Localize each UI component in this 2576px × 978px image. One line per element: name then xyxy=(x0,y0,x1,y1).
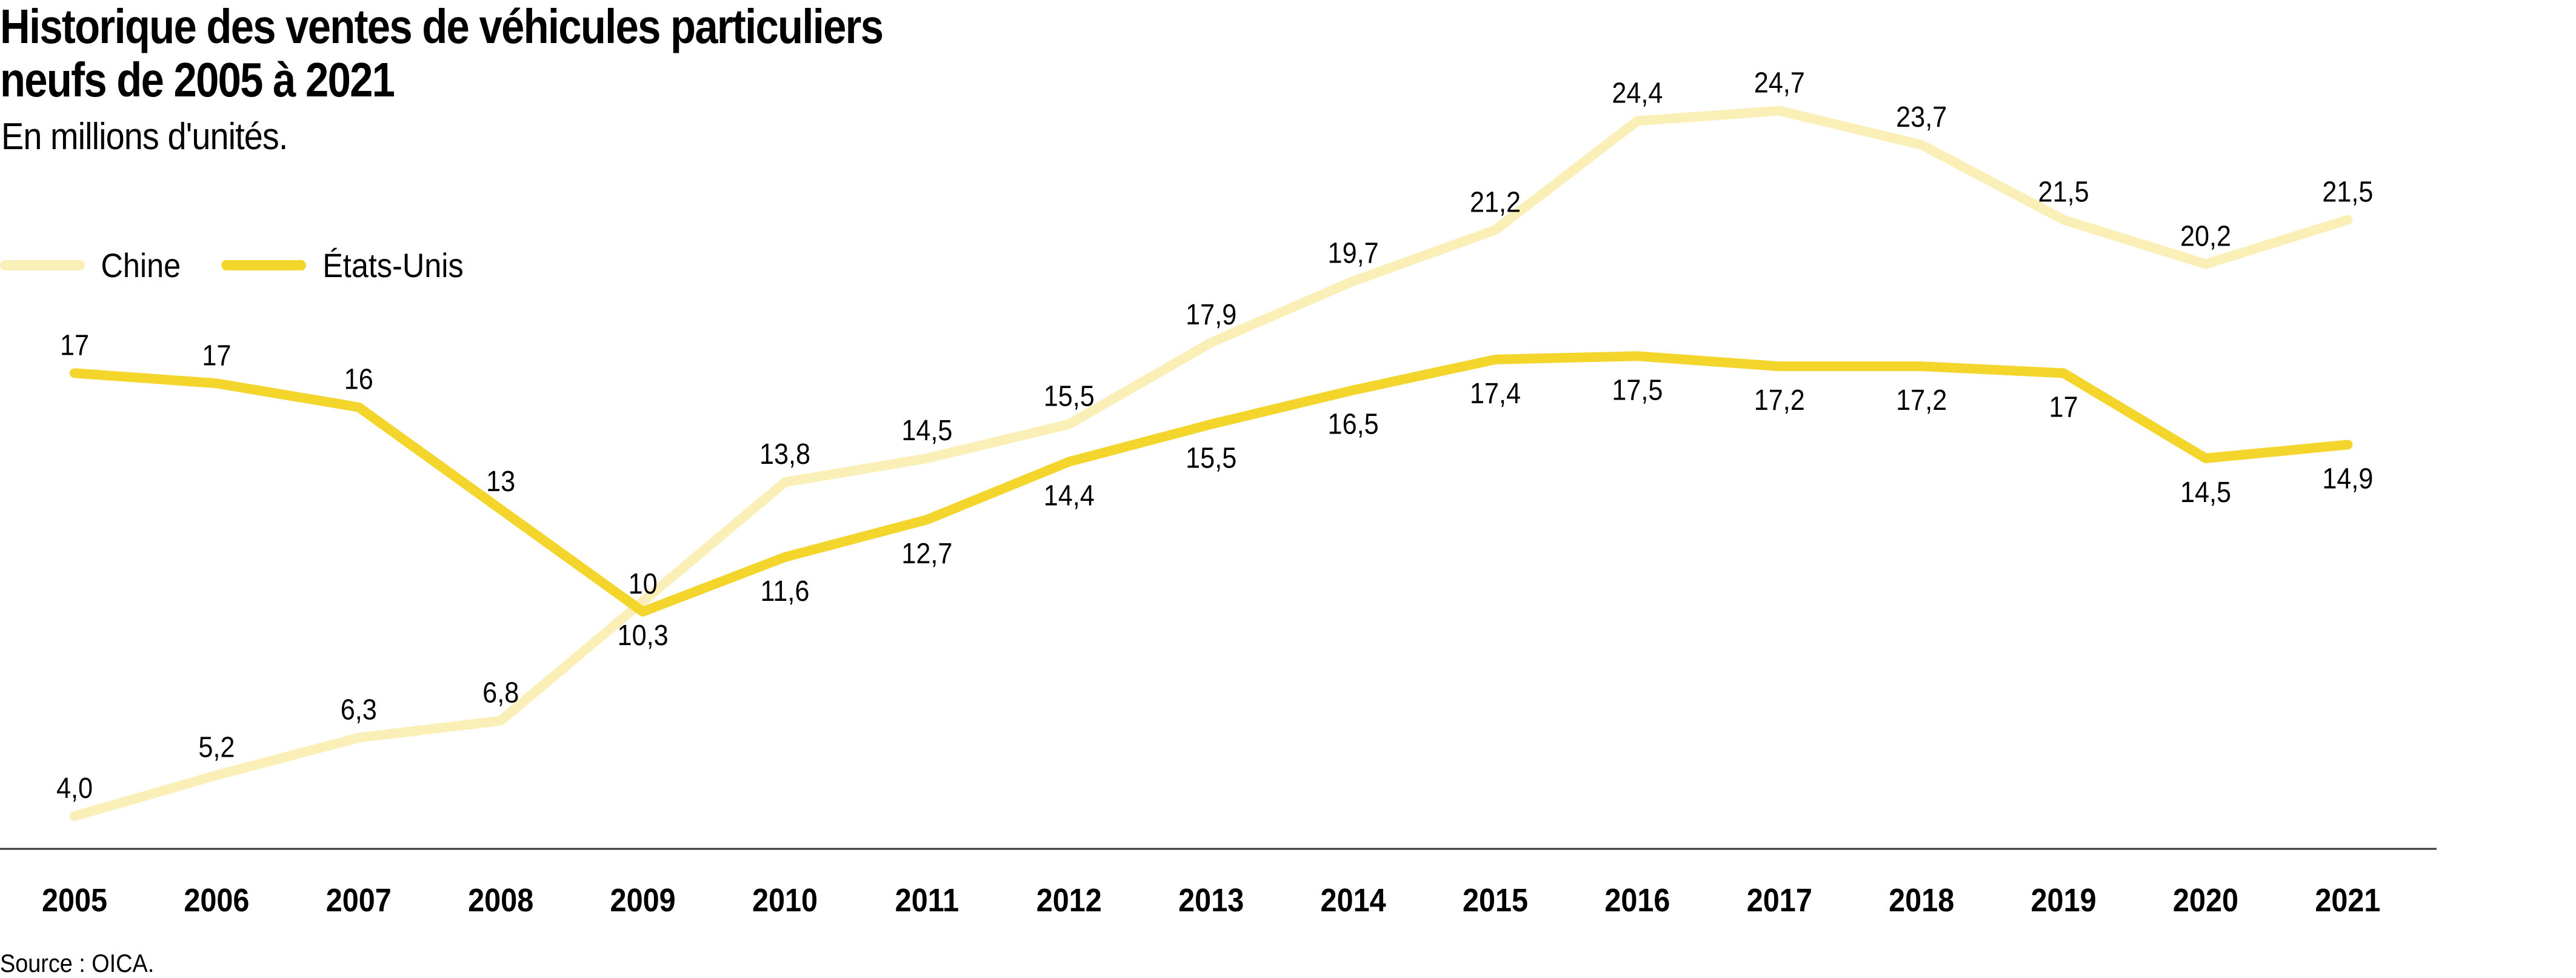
chart-title-line-1: Historique des ventes de véhicules parti… xyxy=(0,0,884,53)
data-label: 21,5 xyxy=(2038,175,2089,208)
x-tick-label: 2016 xyxy=(1604,882,1670,919)
legend-swatch-etats-unis xyxy=(221,260,307,270)
data-label: 6,3 xyxy=(341,694,377,726)
data-label: 17,9 xyxy=(1186,298,1236,331)
x-tick-label: 2018 xyxy=(1889,882,1954,919)
x-tick-label: 2008 xyxy=(468,882,533,919)
data-label: 14,5 xyxy=(901,414,952,447)
data-label: 13 xyxy=(486,465,515,498)
data-label: 19,7 xyxy=(1328,237,1379,270)
data-label: 16,5 xyxy=(1328,407,1379,440)
data-label: 23,7 xyxy=(1896,101,1947,133)
data-label: 20,2 xyxy=(2180,219,2231,252)
source-note: Source : OICA. xyxy=(0,949,155,977)
data-label: 14,9 xyxy=(2322,462,2373,495)
data-label: 12,7 xyxy=(901,537,952,570)
legend-item-etats-unis: États-Unis xyxy=(221,246,464,285)
data-label: 13,8 xyxy=(759,438,810,471)
data-label: 21,2 xyxy=(1470,186,1521,218)
data-label: 14,5 xyxy=(2180,476,2231,509)
data-label: 24,7 xyxy=(1754,67,1805,99)
series-line-etats-unis xyxy=(70,351,2353,617)
data-label: 10 xyxy=(629,568,658,600)
x-tick-label: 2007 xyxy=(326,882,392,919)
x-tick-label: 2019 xyxy=(2031,882,2097,919)
data-label: 15,5 xyxy=(1044,380,1095,413)
series-line-chine xyxy=(70,106,2353,821)
legend: Chine États-Unis xyxy=(0,246,504,285)
data-label: 17,2 xyxy=(1896,384,1947,417)
x-tick-label: 2020 xyxy=(2173,882,2238,919)
x-tick-label: 2014 xyxy=(1321,882,1387,919)
data-label: 6,8 xyxy=(482,677,519,709)
data-label: 11,6 xyxy=(761,575,810,608)
chart-title: Historique des ventes de véhicules parti… xyxy=(0,0,884,107)
chart-subtitle: En millions d'unités. xyxy=(1,116,288,158)
data-label: 17 xyxy=(60,329,89,361)
x-tick-label: 2010 xyxy=(752,882,818,919)
data-label: 17,2 xyxy=(1754,384,1805,417)
x-tick-label: 2013 xyxy=(1178,882,1244,919)
x-tick-label: 2011 xyxy=(895,882,959,919)
legend-label-chine: Chine xyxy=(101,246,181,284)
x-tick-label: 2005 xyxy=(42,882,107,919)
data-label: 10,3 xyxy=(618,619,669,652)
data-label: 15,5 xyxy=(1186,442,1236,475)
data-label: 21,5 xyxy=(2322,175,2373,208)
x-tick-label: 2021 xyxy=(2315,882,2380,919)
data-label: 17,4 xyxy=(1470,377,1521,410)
data-label: 17,5 xyxy=(1612,373,1663,406)
x-tick-label: 2017 xyxy=(1747,882,1812,919)
x-tick-label: 2015 xyxy=(1463,882,1528,919)
data-label: 24,4 xyxy=(1612,76,1663,109)
data-label: 17 xyxy=(2049,390,2078,423)
data-label: 14,4 xyxy=(1044,479,1095,512)
x-tick-label: 2006 xyxy=(184,882,249,919)
data-label: 17 xyxy=(202,339,231,372)
x-tick-label: 2012 xyxy=(1036,882,1102,919)
legend-swatch-chine xyxy=(0,260,85,270)
data-label: 5,2 xyxy=(198,731,235,763)
legend-label-etats-unis: États-Unis xyxy=(322,246,464,284)
legend-item-chine: Chine xyxy=(0,246,181,285)
x-tick-label: 2009 xyxy=(610,882,676,919)
chart-title-line-2: neufs de 2005 à 2021 xyxy=(0,53,395,107)
data-label: 16 xyxy=(344,363,373,396)
data-label: 4,0 xyxy=(56,772,93,805)
